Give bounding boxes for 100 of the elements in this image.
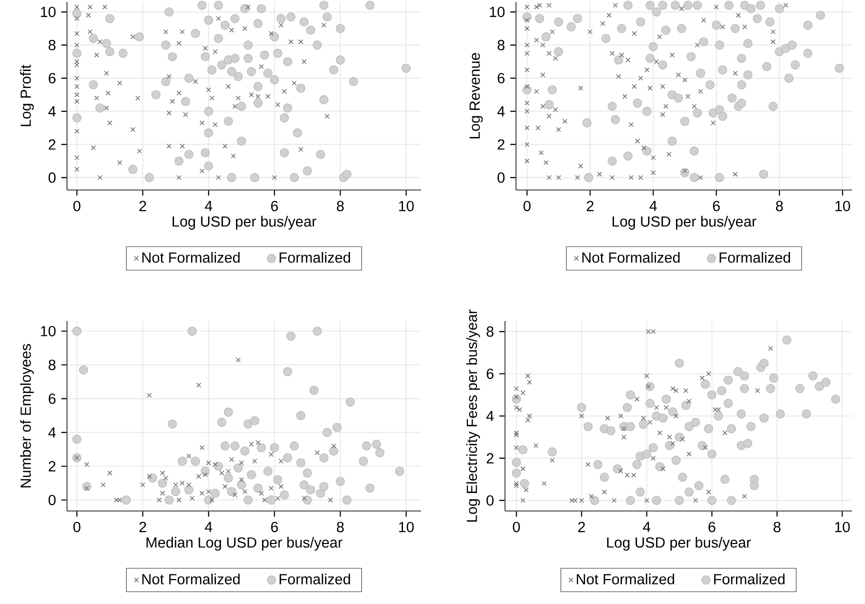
point	[196, 474, 202, 479]
point	[200, 445, 204, 450]
point	[84, 462, 90, 468]
x-tick-label: 10	[399, 522, 414, 532]
y-tick-label: 8	[498, 40, 505, 50]
point	[200, 490, 204, 496]
y-tick-label: 4	[48, 106, 56, 116]
y-tick-label: 8	[486, 326, 494, 337]
x-tick-label: 6	[271, 200, 278, 212]
y-tick-label: 0	[498, 172, 505, 183]
y-tick-label: 0	[48, 494, 56, 506]
legend-label: Not Formalized	[142, 252, 240, 263]
y-tick-label: 2	[498, 139, 504, 150]
x-tick-label: 10	[835, 200, 850, 212]
x-tick-label: 0	[524, 200, 531, 212]
point	[236, 357, 241, 362]
legend-label: Not Formalized	[576, 574, 674, 584]
x-axis-title: Log USD per bus/year	[612, 216, 756, 230]
x-tick-label: 4	[204, 200, 212, 211]
x-tick-label: 0	[512, 522, 520, 532]
x-tick-label: 2	[578, 522, 585, 532]
point	[262, 498, 268, 502]
x-tick-label: 10	[835, 522, 850, 532]
point	[100, 482, 106, 488]
x-tick-label: 2	[139, 522, 146, 532]
x-tick-label: 8	[776, 200, 783, 212]
x-tick-label: 0	[73, 522, 80, 532]
legend-label: Formalized	[280, 574, 350, 584]
legend-label: Formalized	[720, 252, 790, 263]
x-tick-label: 8	[336, 522, 344, 532]
y-tick-label: 6	[498, 73, 505, 84]
point	[117, 498, 122, 502]
point	[268, 486, 274, 491]
y-tick-label: 10	[40, 326, 56, 336]
y-tick-label: 4	[497, 106, 505, 116]
point	[107, 470, 112, 476]
point	[328, 498, 333, 502]
y-tick-label: 8	[48, 360, 56, 370]
x-axis-title: Median Log USD per bus/year	[146, 536, 342, 551]
point	[160, 490, 165, 496]
x-tick-label: 4	[649, 200, 657, 211]
point	[190, 496, 195, 501]
point	[252, 458, 258, 464]
point	[278, 458, 284, 464]
legend-label: Not Formalized	[142, 574, 240, 584]
x-tick-label: 8	[774, 522, 780, 532]
legend-label: Formalized	[714, 574, 785, 584]
y-tick-label: 6	[48, 394, 56, 404]
point	[248, 442, 254, 447]
x-tick-label: 10	[399, 200, 414, 212]
y-tick-label: 4	[486, 410, 494, 422]
point	[160, 470, 165, 476]
point	[196, 382, 202, 388]
x-axis-title: Log USD per bus/year	[172, 216, 316, 230]
y-tick-label: 4	[48, 427, 56, 438]
y-axis-title: Log Profit	[20, 64, 34, 126]
x-tick-label: 8	[336, 200, 344, 212]
y-tick-label: 8	[48, 40, 56, 50]
y-axis-title: Log Revenue	[470, 53, 483, 138]
y-tick-label: 6	[486, 368, 494, 379]
point	[268, 452, 274, 457]
x-tick-label: 6	[708, 522, 716, 532]
point	[173, 482, 178, 488]
x-tick-label: 6	[271, 522, 278, 532]
point	[140, 482, 146, 488]
legend-label: Formalized	[280, 252, 350, 263]
y-tick-label: 2	[486, 453, 494, 464]
point	[278, 484, 284, 489]
y-tick-label: 0	[486, 495, 494, 506]
point	[219, 470, 224, 476]
y-axis-title: Log Electricity Fees per bus/year	[466, 309, 480, 522]
point	[206, 460, 212, 466]
y-tick-label: 6	[48, 73, 56, 84]
y-tick-label: 10	[490, 6, 505, 18]
x-tick-label: 4	[204, 522, 212, 532]
point	[275, 496, 280, 501]
point	[114, 498, 119, 502]
point	[314, 450, 320, 456]
point	[180, 480, 185, 486]
x-tick-label: 2	[139, 200, 146, 212]
x-tick-label: 4	[642, 522, 650, 532]
y-tick-label: 0	[48, 172, 56, 183]
point	[186, 454, 192, 459]
point	[156, 498, 162, 502]
point	[229, 457, 234, 462]
point	[146, 392, 152, 398]
x-tick-label: 2	[586, 200, 594, 212]
y-tick-label: 2	[48, 461, 56, 472]
point	[222, 484, 228, 489]
y-tick-label: 2	[48, 139, 56, 150]
x-tick-label: 0	[73, 200, 80, 212]
point	[206, 489, 212, 494]
y-tick-label: 10	[40, 6, 56, 18]
y-axis-title: Number of Employees	[20, 344, 34, 488]
x-tick-label: 6	[713, 200, 720, 212]
point	[242, 489, 248, 494]
point	[226, 468, 231, 474]
point	[176, 498, 182, 502]
x-axis-title: Log USD per bus/year	[607, 536, 751, 551]
legend-label: Not Formalized	[582, 252, 680, 263]
